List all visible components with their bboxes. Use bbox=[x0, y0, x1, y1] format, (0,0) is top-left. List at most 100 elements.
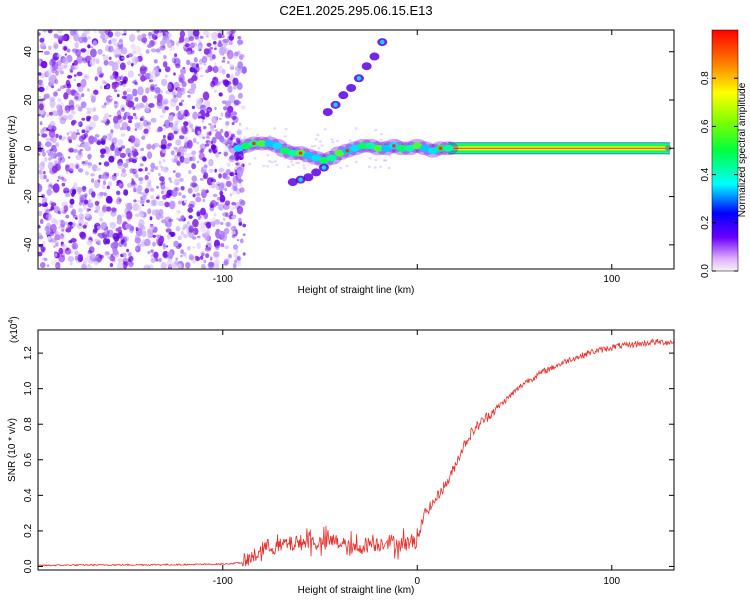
noise-speck bbox=[92, 228, 98, 233]
noise-speck bbox=[141, 33, 147, 38]
noise-speck bbox=[141, 135, 146, 140]
noise-speck bbox=[229, 211, 234, 215]
main-trace-point bbox=[404, 144, 415, 152]
noise-speck bbox=[158, 172, 161, 177]
noise-speck bbox=[227, 137, 233, 145]
noise-speck bbox=[53, 91, 58, 97]
noise-speck bbox=[211, 116, 218, 124]
noise-speck bbox=[45, 137, 50, 142]
noise-speck bbox=[111, 62, 119, 71]
noise-speck bbox=[65, 171, 69, 175]
noise-speck bbox=[82, 206, 87, 210]
noise-speck bbox=[92, 107, 96, 112]
noise-speck bbox=[38, 162, 45, 171]
noise-speck bbox=[194, 65, 200, 73]
noise-speck bbox=[85, 130, 89, 134]
noise-speck bbox=[117, 139, 124, 147]
noise-speck bbox=[181, 127, 188, 135]
noise-speck bbox=[86, 107, 93, 113]
spectrogram-ytick-label: 20 bbox=[23, 94, 34, 106]
noise-speck bbox=[220, 231, 228, 242]
noise-speck bbox=[45, 213, 52, 221]
transition-speck bbox=[290, 160, 293, 163]
noise-speck bbox=[114, 71, 119, 77]
noise-speck bbox=[237, 150, 244, 160]
noise-speck bbox=[126, 94, 131, 99]
noise-speck bbox=[50, 231, 54, 236]
noise-speck bbox=[218, 173, 222, 179]
snr-frame bbox=[37, 329, 675, 571]
noise-speck bbox=[183, 157, 190, 164]
noise-speck bbox=[242, 233, 246, 236]
noise-speck bbox=[175, 149, 181, 153]
main-trace-point bbox=[233, 144, 244, 152]
noise-speck bbox=[142, 194, 147, 201]
noise-speck bbox=[173, 178, 180, 186]
noise-speck bbox=[200, 255, 204, 260]
noise-speck bbox=[90, 93, 97, 100]
noise-speck bbox=[178, 192, 182, 196]
noise-speck bbox=[69, 262, 73, 266]
noise-speck bbox=[211, 183, 216, 189]
noise-speck bbox=[43, 30, 47, 33]
noise-speck bbox=[191, 157, 195, 161]
noise-speck bbox=[235, 71, 240, 77]
noise-speck bbox=[102, 231, 108, 239]
noise-speck bbox=[59, 219, 63, 223]
noise-speck bbox=[236, 256, 241, 261]
transition-speck bbox=[387, 166, 391, 170]
noise-speck bbox=[50, 238, 57, 243]
noise-speck bbox=[212, 76, 219, 86]
noise-speck bbox=[183, 136, 189, 143]
noise-speck bbox=[184, 114, 188, 116]
noise-speck bbox=[114, 75, 122, 82]
noise-speck bbox=[138, 218, 145, 228]
noise-speck bbox=[131, 145, 135, 151]
noise-speck bbox=[93, 30, 97, 34]
noise-speck bbox=[139, 191, 143, 195]
noise-speck bbox=[180, 215, 185, 220]
noise-speck bbox=[91, 191, 96, 198]
noise-speck bbox=[38, 32, 41, 36]
noise-speck bbox=[57, 53, 62, 58]
noise-speck bbox=[228, 94, 236, 104]
noise-speck bbox=[144, 73, 152, 80]
noise-speck bbox=[143, 105, 149, 109]
noise-speck bbox=[76, 55, 83, 64]
noise-speck bbox=[202, 30, 210, 36]
noise-speck bbox=[77, 84, 84, 93]
noise-speck bbox=[81, 263, 87, 269]
noise-speck bbox=[105, 206, 112, 212]
noise-speck bbox=[102, 116, 107, 123]
noise-speck bbox=[232, 244, 239, 250]
noise-speck bbox=[210, 178, 217, 183]
noise-speck bbox=[102, 206, 107, 212]
harmonic-upper bbox=[322, 38, 388, 117]
noise-speck bbox=[106, 150, 113, 158]
main-trace-point bbox=[287, 149, 298, 157]
noise-speck bbox=[82, 161, 88, 166]
snr-ytick-label: 1.2 bbox=[23, 346, 34, 360]
noise-speck bbox=[156, 93, 163, 103]
noise-speck bbox=[167, 136, 172, 141]
noise-speck bbox=[74, 255, 79, 261]
noise-speck bbox=[51, 185, 56, 190]
noise-speck bbox=[233, 186, 238, 192]
noise-speck bbox=[128, 255, 134, 263]
noise-speck bbox=[192, 49, 195, 53]
noise-speck bbox=[49, 65, 57, 71]
noise-speck bbox=[158, 160, 162, 165]
noise-speck bbox=[138, 177, 144, 182]
transition-speck bbox=[253, 157, 257, 160]
noise-speck bbox=[179, 30, 186, 38]
noise-speck bbox=[202, 136, 206, 139]
noise-speck bbox=[67, 75, 73, 79]
noise-speck bbox=[195, 255, 199, 260]
noise-speck bbox=[111, 207, 117, 212]
noise-speck bbox=[87, 199, 91, 203]
noise-speck bbox=[134, 96, 139, 102]
noise-speck bbox=[231, 33, 236, 37]
noise-speck bbox=[126, 224, 133, 230]
noise-speck bbox=[156, 185, 159, 189]
noise-speck bbox=[131, 184, 136, 188]
